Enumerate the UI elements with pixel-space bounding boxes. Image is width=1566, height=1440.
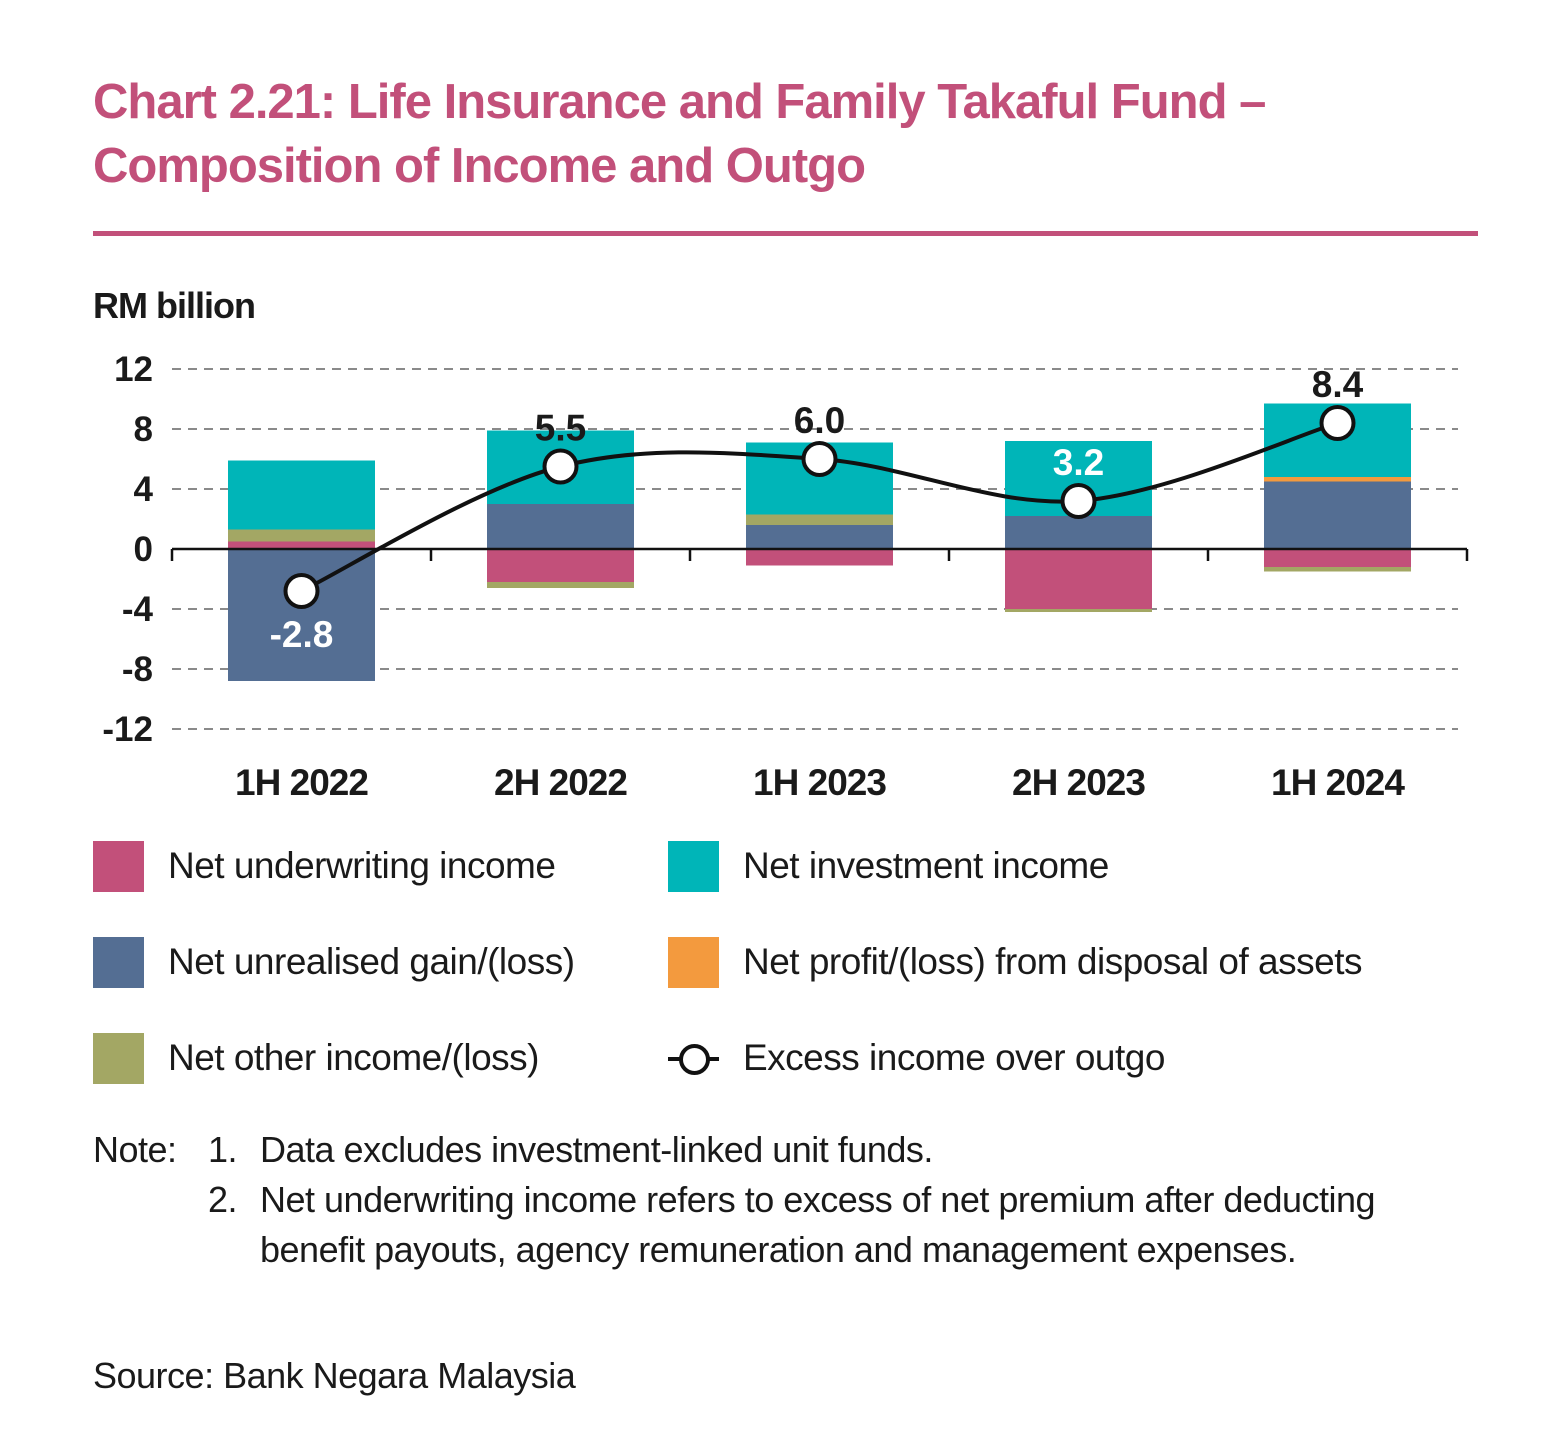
bar-segment-net-underwriting-income [487,549,634,582]
x-tick-label: 2H 2023 [1012,762,1145,803]
bar-segment-net-unrealised-gain-loss [746,525,893,549]
excess-income-point [542,448,579,485]
legend-swatch-net-profit-disposal [668,936,719,988]
excess-income-data-label: 5.5 [535,408,586,449]
legend-label: Net profit/(loss) from disposal of asset… [743,941,1363,982]
bar-segment-net-profit-loss-from-disposal-of-assets [1264,477,1411,482]
legend: Net underwriting income Net investment i… [93,840,1513,1100]
y-tick-labels: 12 8 4 0 -4 -8 -12 [102,350,153,749]
bar-segment-net-other-income-loss [746,514,893,525]
bar-segment-net-underwriting-income [1005,549,1152,609]
x-tick-labels: 1H 2022 2H 2022 1H 2023 2H 2023 1H 2024 [235,762,1406,803]
stacked-bar-line-chart: 12 8 4 0 -4 -8 -12 1H 2022 2H 2022 1H 2023 2H 202… [102,350,1469,803]
legend-swatch-net-unrealised-gain [93,936,144,988]
excess-income-data-label: -2.8 [270,614,334,655]
excess-income-point [1319,405,1356,441]
line-marker-icon [668,1033,719,1084]
excess-income-data-label: 3.2 [1053,442,1104,483]
note-number: 1. [208,1129,238,1170]
note-number: 2. [208,1179,238,1220]
excess-income-point [283,573,320,609]
bar-segment-net-unrealised-gain-loss [1264,481,1411,549]
legend-label: Net underwriting income [168,845,556,886]
legend-label: Excess income over outgo [743,1037,1165,1078]
legend-label: Net other income/(loss) [168,1037,539,1078]
legend-item-net-profit-disposal: Net profit/(loss) from disposal of asset… [668,936,1363,988]
note-text: Data excludes investment-linked unit fun… [260,1129,933,1170]
excess-income-point [801,441,838,477]
source-line: Source: Bank Negara Malaysia [93,1355,576,1396]
x-tick-label: 2H 2022 [494,762,627,803]
y-tick-label: 4 [134,470,154,509]
legend-item-net-underwriting-income: Net underwriting income [93,840,556,892]
y-tick-label: 8 [134,410,153,449]
y-tick-label: 12 [114,350,153,389]
legend-label: Net investment income [743,845,1109,886]
legend-swatch-net-investment-income [668,840,719,892]
y-axis-unit-label: RM billion [93,285,256,326]
bar-segment-net-unrealised-gain-loss [1005,516,1152,549]
bar-segments [228,403,1411,681]
bar-segment-net-underwriting-income [1264,549,1411,567]
note-heading: Note: [93,1129,177,1170]
notes: Note: 1. Data excludes investment-linked… [93,1125,1493,1275]
chart-title-line-1: Chart 2.21: Life Insurance and Family Ta… [93,75,1266,129]
excess-income-point [1060,483,1097,519]
zero-axis [170,547,1469,561]
excess-income-data-label: 8.4 [1312,364,1364,405]
x-tick-label: 1H 2022 [235,762,368,803]
legend-swatch-net-underwriting-income [93,840,144,892]
y-tick-label: -12 [102,710,153,749]
y-tick-label: -4 [122,590,154,629]
note-row-2: 2. Net underwriting income refers to exc… [93,1175,1493,1275]
legend-item-net-investment-income: Net investment income [668,840,1109,892]
bar-segment-net-investment-income [228,460,375,530]
bar-segment-net-unrealised-gain-loss [487,504,634,549]
legend-item-net-unrealised-gain: Net unrealised gain/(loss) [93,936,575,988]
chart-title-line-2: Composition of Income and Outgo [93,139,866,193]
bar-segment-net-underwriting-income [746,549,893,566]
x-tick-label: 1H 2023 [753,762,886,803]
y-tick-label: 0 [134,530,153,569]
legend-swatch-net-other-income [93,1032,144,1084]
bar-segment-net-unrealised-gain-loss [228,549,375,681]
data-labels: -2.8 5.5 6.0 3.2 8.4 [270,364,1364,655]
note-text: Net underwriting income refers to excess… [260,1179,1376,1270]
excess-line [283,405,1356,609]
chart-title: Chart 2.21: Life Insurance and Family Ta… [93,70,1493,198]
bar-segment-net-other-income-loss [487,582,634,588]
bar-segment-net-other-income-loss [228,529,375,542]
bar-segment-net-other-income-loss [1264,567,1411,572]
legend-label: Net unrealised gain/(loss) [168,941,575,982]
y-tick-label: -8 [122,650,153,689]
legend-item-excess-income-over-outgo: Excess income over outgo [668,1032,1165,1084]
bar-segment-net-underwriting-income [228,541,375,549]
x-tick-label: 1H 2024 [1271,762,1405,803]
excess-income-data-label: 6.0 [794,400,845,441]
legend-item-net-other-income: Net other income/(loss) [93,1032,539,1084]
title-divider [93,231,1478,236]
note-row-1: Note: 1. Data excludes investment-linked… [93,1125,1493,1175]
bar-segment-net-other-income-loss [1005,609,1152,612]
